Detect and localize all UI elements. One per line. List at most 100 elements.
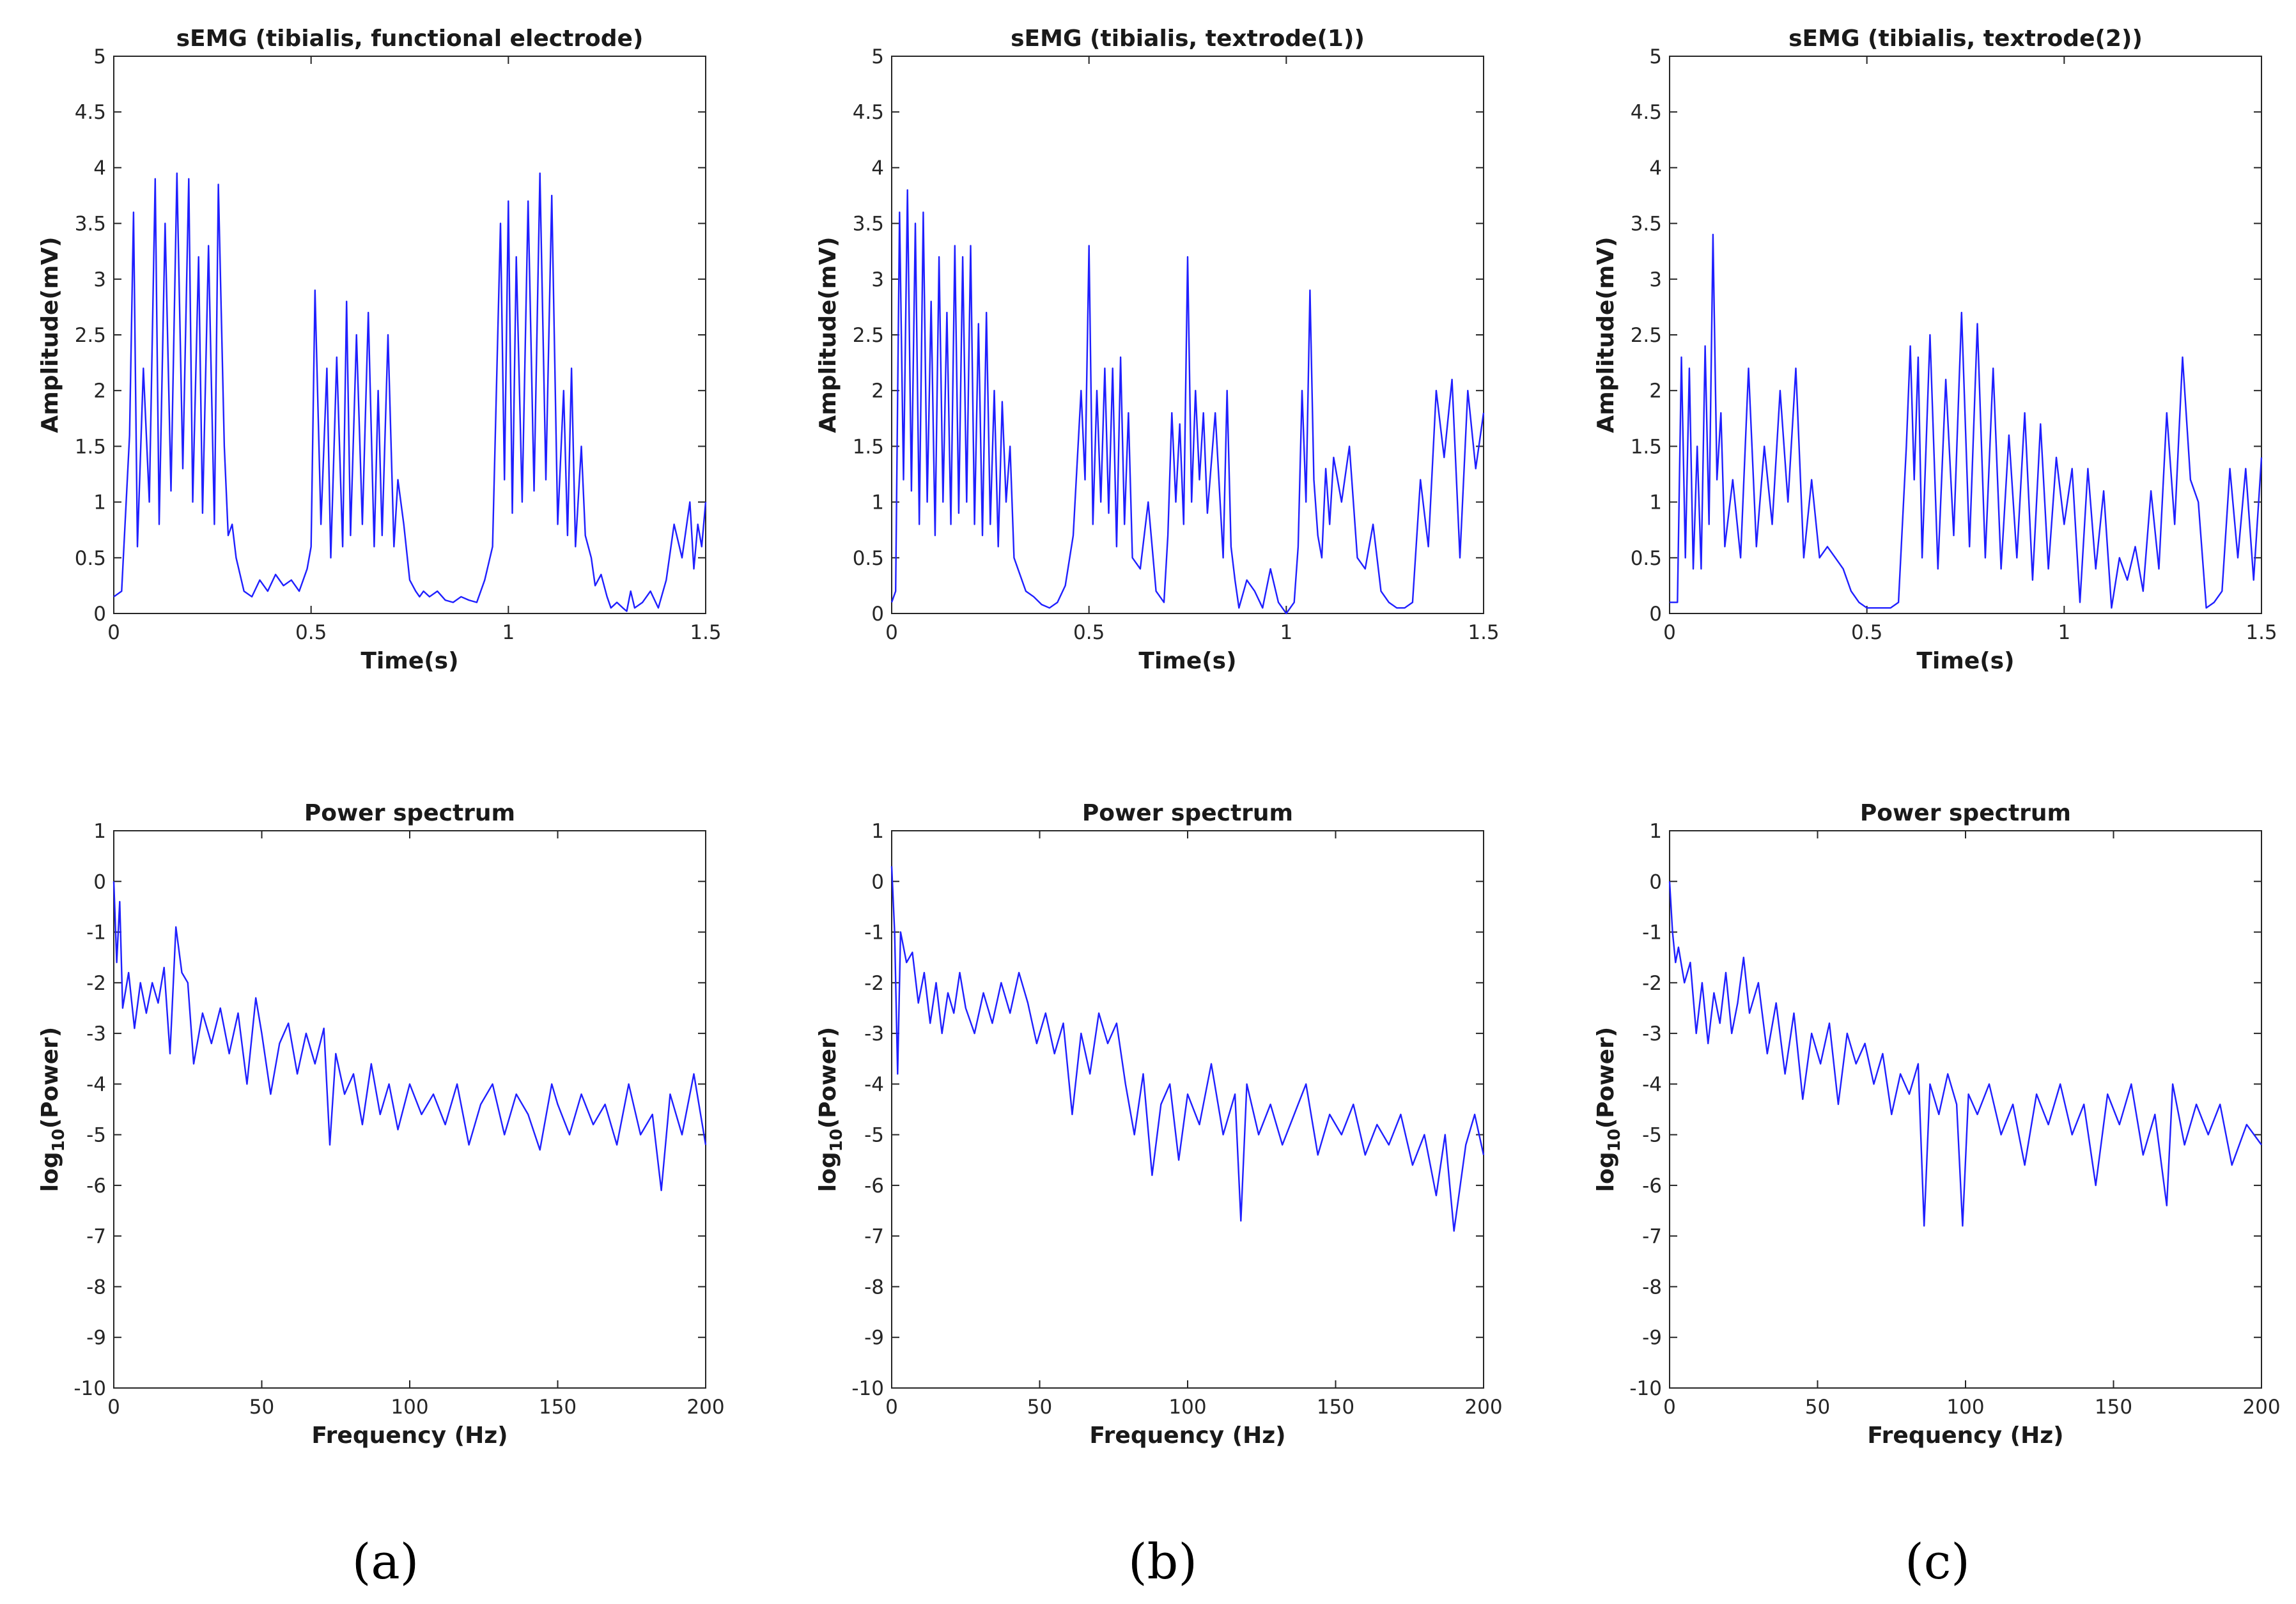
y-tick-label: 4.5 bbox=[1631, 101, 1662, 124]
y-tick-label: 2.5 bbox=[75, 324, 106, 347]
series-line-1 bbox=[890, 189, 1485, 615]
y-tick-label: 2 bbox=[1649, 380, 1662, 403]
y-tick-label: 3.5 bbox=[1631, 213, 1662, 236]
series-line-1 bbox=[890, 866, 1485, 1232]
x-tick-label: 100 bbox=[1946, 1396, 1984, 1419]
y-tick-label: 1 bbox=[93, 491, 106, 514]
y-tick-label: 1 bbox=[871, 491, 884, 514]
x-tick-label: 1 bbox=[502, 621, 515, 644]
y-tick-label: 1 bbox=[871, 820, 884, 843]
y-tick-label: -8 bbox=[86, 1276, 106, 1299]
x-tick-label: 1.5 bbox=[2246, 621, 2277, 644]
y-tick-label: -2 bbox=[86, 972, 106, 995]
chart-title: sEMG (tibialis, textrode(1)) bbox=[1011, 26, 1365, 52]
panel-label-b: (b) bbox=[1128, 1533, 1197, 1590]
y-tick-label: 0.5 bbox=[75, 547, 106, 570]
y-tick-label: -4 bbox=[1642, 1073, 1662, 1096]
y-tick-label: 1.5 bbox=[75, 435, 106, 458]
x-tick-label: 1.5 bbox=[1468, 621, 1499, 644]
y-tick-label: -6 bbox=[1642, 1175, 1662, 1198]
y-tick-label: 3 bbox=[871, 268, 884, 291]
x-tick-label: 150 bbox=[2095, 1396, 2132, 1419]
y-tick-label: 3 bbox=[93, 268, 106, 291]
chart-title: Power spectrum bbox=[1860, 800, 2071, 826]
y-tick-label: -5 bbox=[86, 1124, 106, 1147]
y-tick-label: -7 bbox=[864, 1225, 884, 1248]
y-tick-label: -4 bbox=[86, 1073, 106, 1096]
y-tick-label: -9 bbox=[86, 1327, 106, 1350]
y-tick-label: 2.5 bbox=[853, 324, 884, 347]
x-axis-label: Time(s) bbox=[361, 648, 458, 674]
y-tick-label: -7 bbox=[1642, 1225, 1662, 1248]
plot-frame bbox=[1669, 830, 2262, 1389]
x-tick-label: 0 bbox=[885, 621, 898, 644]
x-tick-label: 1 bbox=[2058, 621, 2070, 644]
x-tick-label: 200 bbox=[2242, 1396, 2280, 1419]
series-line-1 bbox=[113, 172, 707, 612]
y-tick-label: -3 bbox=[864, 1022, 884, 1045]
y-axis-label: Amplitude(mV) bbox=[1593, 236, 1619, 433]
y-axis-label: log10(Power) bbox=[37, 1027, 68, 1192]
y-tick-label: 1 bbox=[1649, 491, 1662, 514]
x-tick-label: 0.5 bbox=[1851, 621, 1882, 644]
y-tick-label: 4.5 bbox=[75, 101, 106, 124]
x-tick-label: 1.5 bbox=[690, 621, 721, 644]
y-tick-label: -5 bbox=[1642, 1124, 1662, 1147]
x-tick-label: 50 bbox=[1027, 1396, 1052, 1419]
x-tick-label: 0.5 bbox=[1073, 621, 1105, 644]
x-tick-label: 150 bbox=[1317, 1396, 1354, 1419]
x-axis-label: Frequency (Hz) bbox=[311, 1423, 508, 1449]
y-tick-label: -6 bbox=[864, 1175, 884, 1198]
x-tick-label: 1 bbox=[1280, 621, 1292, 644]
y-tick-label: 0 bbox=[871, 603, 884, 626]
y-tick-label: 1.5 bbox=[1631, 435, 1662, 458]
y-tick-label: -3 bbox=[86, 1022, 106, 1045]
y-tick-label: -1 bbox=[1642, 922, 1662, 945]
y-tick-label: 5 bbox=[1649, 45, 1662, 68]
plot-frame bbox=[113, 830, 706, 1389]
x-tick-label: 150 bbox=[539, 1396, 577, 1419]
y-tick-label: -10 bbox=[1629, 1377, 1662, 1400]
panel-label-a: (a) bbox=[352, 1533, 419, 1590]
y-tick-label: -2 bbox=[1642, 972, 1662, 995]
y-tick-label: 0 bbox=[1649, 870, 1662, 893]
y-tick-label: 0 bbox=[93, 870, 106, 893]
chart-title: sEMG (tibialis, textrode(2)) bbox=[1788, 26, 2143, 52]
chart-panel-2: sEMG (tibialis, textrode(1)) 0 0.5 1 1.5 2 2.5… bbox=[815, 26, 1500, 674]
y-tick-label: 0 bbox=[871, 870, 884, 893]
y-tick-label: 0.5 bbox=[1631, 547, 1662, 570]
y-tick-label: 1 bbox=[1649, 820, 1662, 843]
y-tick-label: 4 bbox=[871, 157, 884, 180]
x-tick-label: 200 bbox=[686, 1396, 724, 1419]
panel-label-c: (c) bbox=[1905, 1533, 1970, 1590]
y-tick-label: 2 bbox=[871, 380, 884, 403]
x-tick-label: 0 bbox=[107, 621, 120, 644]
x-axis-label: Frequency (Hz) bbox=[1867, 1423, 2063, 1449]
y-tick-label: -2 bbox=[864, 972, 884, 995]
x-tick-label: 100 bbox=[1168, 1396, 1206, 1419]
y-tick-label: -4 bbox=[864, 1073, 884, 1096]
y-tick-label: 2 bbox=[93, 380, 106, 403]
y-tick-label: 5 bbox=[871, 45, 884, 68]
y-tick-label: 0 bbox=[93, 603, 106, 626]
y-tick-label: 4 bbox=[93, 157, 106, 180]
y-tick-label: 0.5 bbox=[853, 547, 884, 570]
y-tick-label: -10 bbox=[74, 1377, 106, 1400]
series-line-1 bbox=[1670, 233, 2263, 609]
chart-panel-3: sEMG (tibialis, textrode(2)) 0 0.5 1 1.5 2 2.5… bbox=[1593, 26, 2277, 674]
chart-title: sEMG (tibialis, functional electrode) bbox=[176, 26, 644, 52]
y-tick-label: 1.5 bbox=[853, 435, 884, 458]
y-tick-label: -5 bbox=[864, 1124, 884, 1147]
y-tick-label: -10 bbox=[851, 1377, 884, 1400]
y-axis-label: Amplitude(mV) bbox=[815, 236, 841, 433]
y-tick-label: 3 bbox=[1649, 268, 1662, 291]
plot-frame bbox=[891, 56, 1484, 614]
x-tick-label: 50 bbox=[1805, 1396, 1830, 1419]
y-tick-label: 1 bbox=[93, 820, 106, 843]
y-tick-label: 4.5 bbox=[853, 101, 884, 124]
x-tick-label: 0 bbox=[107, 1396, 120, 1419]
y-tick-label: 2.5 bbox=[1631, 324, 1662, 347]
